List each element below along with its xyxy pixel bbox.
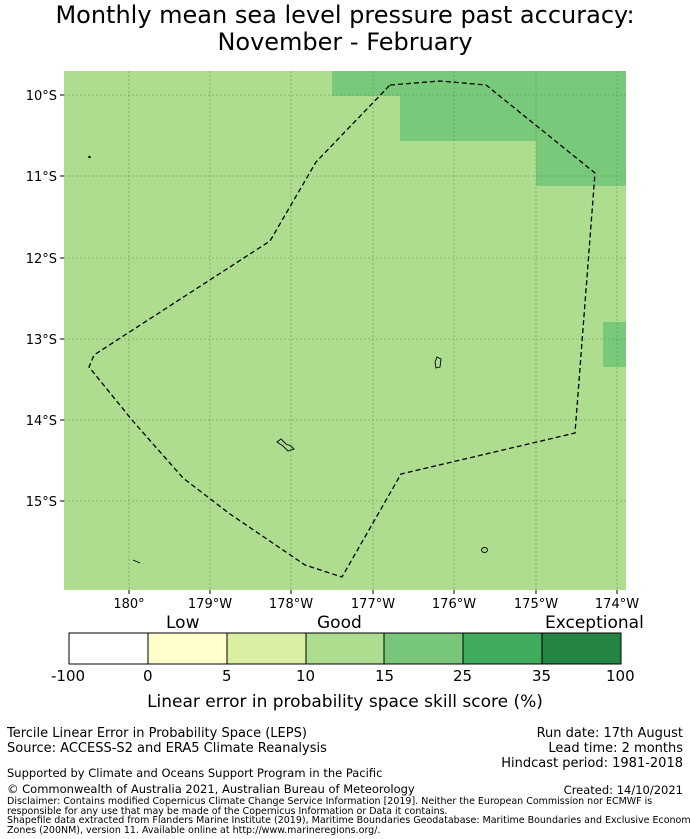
island-north xyxy=(88,155,91,159)
lon-label: 176°W xyxy=(432,597,476,612)
colorbar-swatch xyxy=(305,632,385,665)
chart-title-line2: November - February xyxy=(217,28,473,56)
colorbar-swatch xyxy=(541,632,622,665)
colorbar-tick: 35 xyxy=(532,667,552,685)
lon-label: 179°W xyxy=(188,597,232,612)
chart-title-line1: Monthly mean sea level pressure past acc… xyxy=(55,1,635,29)
colorbar-tick: 10 xyxy=(296,667,316,685)
copyright-note: © Commonwealth of Australia 2021, Austra… xyxy=(7,782,415,796)
colorbar-tick: 0 xyxy=(143,667,153,685)
colorbar xyxy=(68,632,622,665)
created-date: Created: 14/10/2021 xyxy=(563,783,683,797)
colorbar-tick: 5 xyxy=(222,667,232,685)
lat-label: 13°S xyxy=(26,333,57,348)
category-low: Low xyxy=(166,613,200,633)
island-west xyxy=(276,438,295,452)
disclaimer-line: Zones (200NM), version 11. Available onl… xyxy=(7,825,381,836)
category-good: Good xyxy=(317,613,362,633)
lat-label: 12°S xyxy=(26,252,57,267)
islands xyxy=(88,155,488,564)
disclaimer-line: responsible for any use that may be made… xyxy=(7,806,448,817)
colorbar-swatch xyxy=(147,632,228,665)
lead-time: Lead time: 2 months xyxy=(548,741,683,756)
island-east xyxy=(434,356,442,369)
product-name: Tercile Linear Error in Probability Spac… xyxy=(7,726,307,741)
hindcast-period: Hindcast period: 1981-2018 xyxy=(501,756,683,771)
lon-label: 174°W xyxy=(595,597,639,612)
colorbar-swatch xyxy=(226,632,307,665)
lon-label: 175°W xyxy=(514,597,558,612)
lat-label: 15°S xyxy=(26,495,57,510)
colorbar-tick: 25 xyxy=(453,667,473,685)
colorbar-swatch xyxy=(68,632,149,665)
colorbar-tick: 100 xyxy=(606,667,635,685)
disclaimer-line: Shapefile data extracted from Flanders M… xyxy=(7,815,690,826)
colorbar-tick: -100 xyxy=(51,667,86,685)
colorbar-tick: 15 xyxy=(375,667,395,685)
map-gridlines xyxy=(64,71,626,590)
run-date: Run date: 17th August xyxy=(536,726,683,741)
lon-label: 178°W xyxy=(269,597,313,612)
colorbar-swatch xyxy=(462,632,543,665)
lon-label: 180° xyxy=(113,597,144,612)
support-note: Supported by Climate and Oceans Support … xyxy=(7,766,383,780)
colorbar-swatch xyxy=(383,632,464,665)
lat-labels: 10°S 11°S 12°S 13°S 14°S 15°S xyxy=(26,89,57,510)
lon-labels: 180° 179°W 178°W 177°W 176°W 175°W 174°W xyxy=(113,597,639,612)
disclaimer-line: Disclaimer: Contains modified Copernicus… xyxy=(7,796,653,807)
lat-label: 14°S xyxy=(26,414,57,429)
map-tick-marks xyxy=(60,94,618,594)
category-exceptional: Exceptional xyxy=(545,613,644,633)
island-southwest xyxy=(132,559,141,564)
lat-label: 10°S xyxy=(26,89,57,104)
map-area-good xyxy=(64,71,626,590)
lon-label: 177°W xyxy=(351,597,395,612)
island-south xyxy=(481,547,488,553)
colorbar-label: Linear error in probability space skill … xyxy=(147,692,543,712)
map-cells-good-plus xyxy=(332,71,626,367)
lat-label: 11°S xyxy=(26,170,57,185)
data-source: Source: ACCESS-S2 and ERA5 Climate Reana… xyxy=(7,741,327,756)
